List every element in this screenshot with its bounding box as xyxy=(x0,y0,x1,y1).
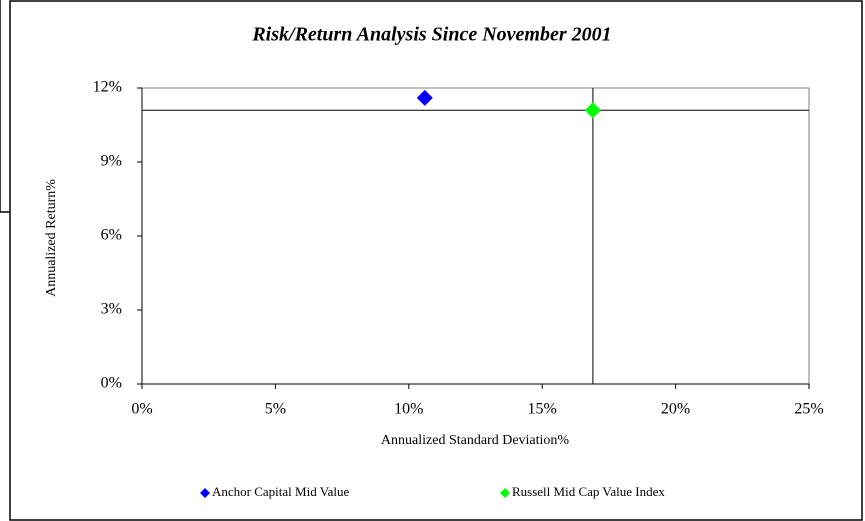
chart-title: Risk/Return Analysis Since November 2001 xyxy=(251,24,611,46)
frame xyxy=(9,0,863,521)
y-tick-label: 3% xyxy=(101,301,122,318)
x-tick-label: 5% xyxy=(265,401,286,418)
legend-marker xyxy=(200,488,210,498)
x-tick-label: 20% xyxy=(661,401,690,418)
y-axis-label: Annualized Return% xyxy=(44,179,59,297)
x-tick-label: 15% xyxy=(528,401,557,418)
x-tick-label: 0% xyxy=(131,401,152,418)
y-tick-label: 12% xyxy=(93,79,122,96)
point xyxy=(416,89,433,106)
point xyxy=(584,102,601,119)
y-tick-label: 9% xyxy=(101,153,122,170)
x-tick-label: 10% xyxy=(394,401,423,418)
x-axis-label: Annualized Standard Deviation% xyxy=(381,433,570,448)
legend-marker xyxy=(500,488,510,498)
legend-label: Anchor Capital Mid Value xyxy=(212,484,350,499)
x-tick-label: 25% xyxy=(794,401,823,418)
legend-label: Russell Mid Cap Value Index xyxy=(512,484,665,499)
y-tick-label: 0% xyxy=(101,375,122,392)
y-tick-label: 6% xyxy=(101,227,122,244)
plot-area xyxy=(141,87,810,385)
